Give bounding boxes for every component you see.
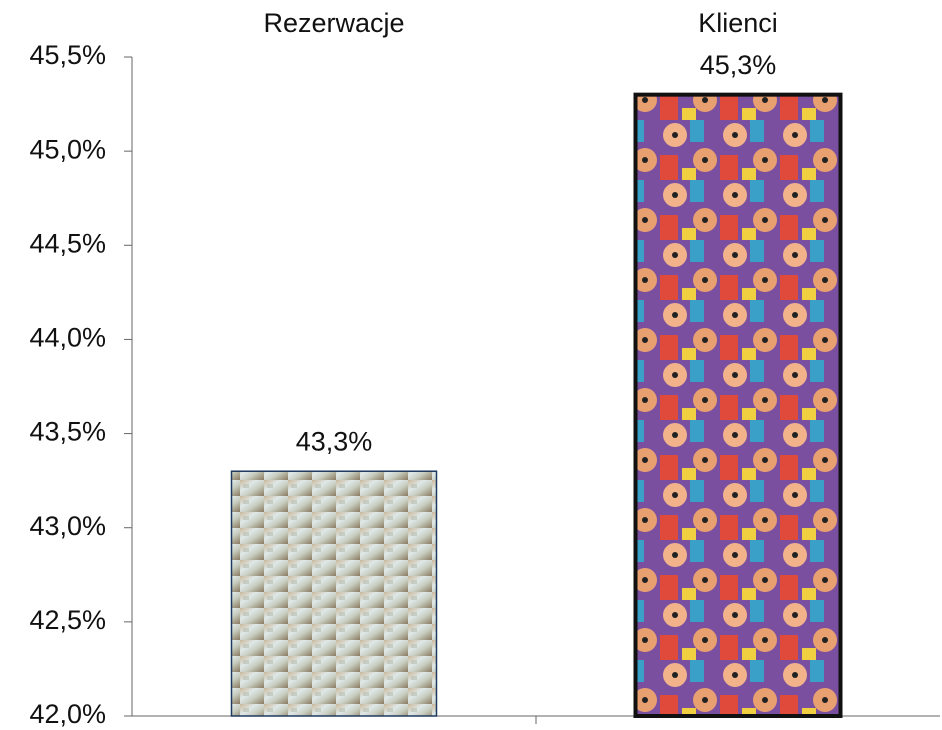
y-tick-label: 42,0% <box>29 699 106 729</box>
y-tick-label: 45,5% <box>29 40 106 70</box>
y-tick-label: 44,5% <box>29 228 106 258</box>
value-label: 43,3% <box>296 426 373 456</box>
bar <box>633 92 843 718</box>
bar <box>230 470 438 717</box>
category-label: Rezerwacje <box>263 8 404 38</box>
y-tick-label: 44,0% <box>29 323 106 353</box>
category-label: Klienci <box>698 8 778 38</box>
value-label: 45,3% <box>700 50 777 80</box>
y-tick-label: 42,5% <box>29 605 106 635</box>
y-tick-label: 45,0% <box>29 134 106 164</box>
y-tick-label: 43,5% <box>29 417 106 447</box>
y-tick-label: 43,0% <box>29 511 106 541</box>
